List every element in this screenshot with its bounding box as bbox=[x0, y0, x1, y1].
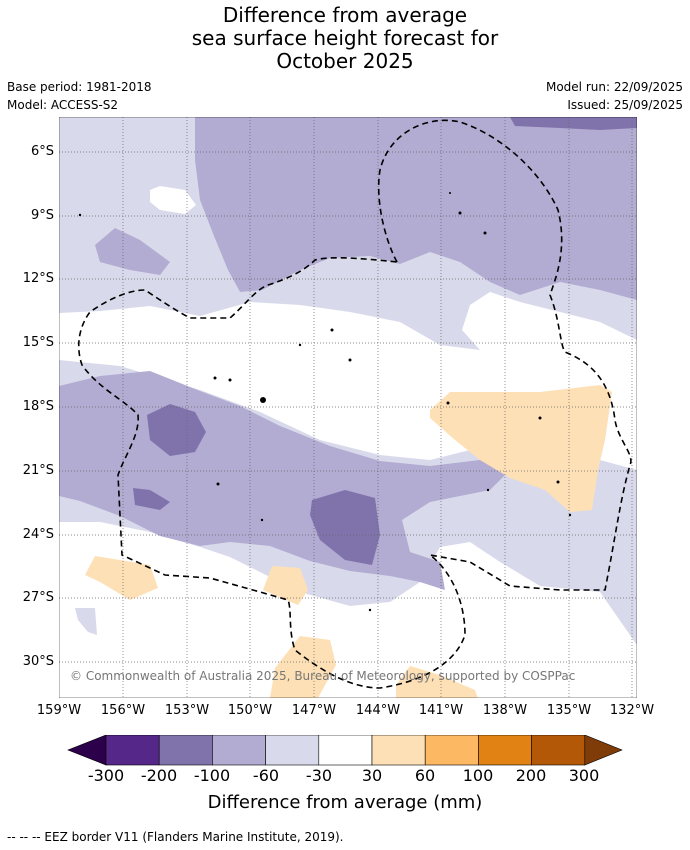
meta-left: Base period: 1981-2018 Model: ACCESS-S2 bbox=[7, 78, 152, 114]
model-name: Model: ACCESS-S2 bbox=[7, 98, 119, 112]
lat-label: 6°S bbox=[30, 144, 54, 159]
colorbar-segment bbox=[478, 735, 532, 766]
region-medium-patch bbox=[232, 240, 277, 272]
colorbar-extend-low bbox=[67, 735, 107, 766]
model-run: Model run: 22/09/2025 bbox=[545, 80, 683, 94]
colorbar bbox=[67, 735, 623, 766]
base-period: Base period: 1981-2018 bbox=[7, 80, 152, 94]
colorbar-segment bbox=[265, 735, 320, 766]
colorbar-segment bbox=[158, 735, 213, 766]
region-dark-bottom bbox=[133, 488, 170, 510]
lat-label: 12°S bbox=[22, 271, 54, 286]
lon-label: 135°W bbox=[546, 703, 592, 718]
issued-date: Issued: 25/09/2025 bbox=[567, 98, 683, 112]
colorbar-tick: 300 bbox=[568, 766, 600, 785]
lon-label: 159°W bbox=[36, 703, 82, 718]
lat-label: 27°S bbox=[22, 590, 54, 605]
lat-label: 24°S bbox=[22, 527, 54, 542]
lat-label: 30°S bbox=[22, 654, 54, 669]
colorbar-segment bbox=[424, 735, 479, 766]
title-line-2: sea surface height forecast for bbox=[191, 26, 499, 50]
copyright-text: © Commonwealth of Australia 2025, Bureau… bbox=[70, 669, 576, 683]
colorbar-tick: -60 bbox=[252, 766, 280, 785]
lon-label: 144°W bbox=[355, 703, 401, 718]
title-line-1: Difference from average bbox=[222, 3, 468, 27]
colorbar-tick: -100 bbox=[193, 766, 231, 785]
region-orange-patch bbox=[396, 666, 478, 698]
lon-label: 156°W bbox=[100, 703, 146, 718]
colorbar-segment bbox=[318, 735, 373, 766]
region-dark-bottom bbox=[147, 404, 206, 456]
colorbar-segment bbox=[212, 735, 266, 766]
eez-border bbox=[78, 119, 632, 689]
lon-label: 153°W bbox=[164, 703, 210, 718]
colorbar-extend-high bbox=[584, 735, 623, 766]
colorbar-tick: -300 bbox=[87, 766, 125, 785]
region-medium-top bbox=[195, 117, 637, 300]
lon-label: 147°W bbox=[291, 703, 337, 718]
region-dark-bottom bbox=[310, 490, 380, 565]
lon-label: 138°W bbox=[482, 703, 528, 718]
colorbar-label: Difference from average (mm) bbox=[207, 792, 483, 813]
lat-label: 21°S bbox=[22, 463, 54, 478]
region-orange-patch bbox=[270, 636, 336, 698]
eez-legend-footer: -- -- -- EEZ border V11 (Flanders Marine… bbox=[7, 830, 344, 844]
region-white-patch bbox=[150, 186, 196, 214]
lon-label: 132°W bbox=[609, 703, 655, 718]
region-orange-patch bbox=[263, 566, 308, 605]
region-light-patch bbox=[75, 608, 97, 635]
gridlines bbox=[59, 117, 637, 698]
sea-height-map bbox=[59, 117, 637, 698]
lat-label: 15°S bbox=[22, 335, 54, 350]
region-orange-patch bbox=[85, 556, 158, 600]
title-line-3: October 2025 bbox=[276, 49, 414, 73]
region-orange-right bbox=[430, 385, 612, 512]
colorbar-tick: 100 bbox=[462, 766, 494, 785]
colorbar-tick: -30 bbox=[305, 766, 333, 785]
lon-label: 141°W bbox=[418, 703, 464, 718]
region-dark-top bbox=[510, 117, 637, 130]
colorbar-tick: -200 bbox=[140, 766, 178, 785]
meta-right: Model run: 22/09/2025 Issued: 25/09/2025 bbox=[546, 78, 683, 114]
lon-label: 150°W bbox=[227, 703, 273, 718]
lat-label: 9°S bbox=[30, 208, 54, 223]
lat-label: 18°S bbox=[22, 399, 54, 414]
colorbar-tick: 200 bbox=[515, 766, 547, 785]
map-title: Difference from average sea surface heig… bbox=[0, 4, 690, 73]
colorbar-segment bbox=[531, 735, 586, 766]
colorbar-tick: 60 bbox=[414, 766, 436, 785]
colorbar-tick: 30 bbox=[361, 766, 383, 785]
islands bbox=[78, 192, 572, 612]
region-medium-patch bbox=[95, 228, 170, 275]
colorbar-segment bbox=[105, 735, 160, 766]
colorbar-segment bbox=[371, 735, 426, 766]
